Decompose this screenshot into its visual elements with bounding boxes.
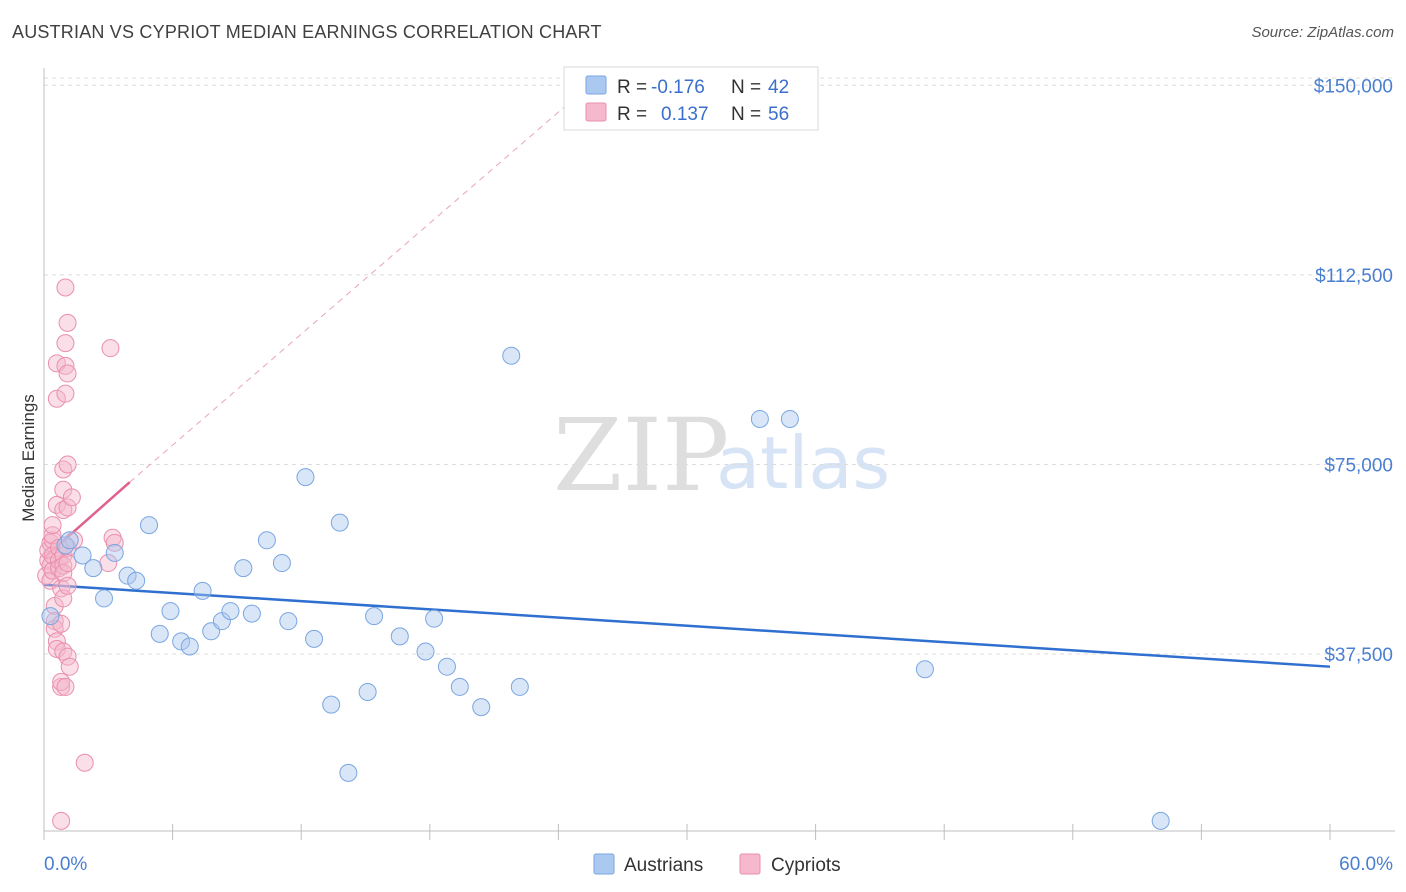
cypriots-point (58, 313, 77, 332)
austrians-point (127, 571, 146, 590)
austrians-point (272, 554, 291, 573)
austrians-point (242, 604, 261, 623)
austrians-point (780, 409, 799, 428)
austrians-point (221, 602, 240, 621)
trend-lines (43, 74, 1331, 668)
austrians-point (437, 657, 456, 676)
cypriots-point (56, 384, 75, 403)
austrians-point (365, 607, 384, 626)
austrians-point (41, 607, 60, 626)
bottom-legend-label-cypriots: Cypriots (771, 855, 841, 876)
austrians-point (257, 531, 276, 550)
legend-n-label-cypriots: N = (731, 104, 761, 125)
austrians-point (150, 624, 169, 643)
cypriots-point (58, 498, 77, 517)
austrians-point (358, 682, 377, 701)
cypriots-point (58, 364, 77, 383)
cypriots-point (56, 677, 75, 696)
legend-r-value-austrians: -0.176 (651, 77, 705, 98)
legend-r-value-cypriots: 0.137 (661, 104, 709, 125)
austrians-point (502, 346, 521, 365)
austrians-point (472, 698, 491, 717)
austrians-point (193, 581, 212, 600)
austrians-point (95, 589, 114, 608)
y-tick-label: $75,000 (1324, 455, 1393, 476)
legend-n-label-austrians: N = (731, 77, 761, 98)
austrians-point (73, 546, 92, 565)
austrians-point (322, 695, 341, 714)
austrians-point (279, 612, 298, 631)
austrians-point (330, 513, 349, 532)
data-points (37, 278, 1170, 830)
axes (43, 68, 1395, 840)
austrians-point (416, 642, 435, 661)
y-tick-label: $150,000 (1314, 76, 1393, 97)
bottom-legend-swatch-austrians (593, 853, 615, 875)
austrians-point (60, 531, 79, 550)
austrians-point (172, 632, 191, 651)
watermark-zip: ZIP (553, 397, 729, 514)
chart-source: Source: ZipAtlas.com (1251, 24, 1394, 41)
legend-r-label-austrians: R = (617, 77, 647, 98)
bottom-legend-swatch-cypriots (739, 853, 761, 875)
x-tick-label-max: 60.0% (1339, 854, 1393, 875)
austrians-point (390, 627, 409, 646)
austrians-point (84, 559, 103, 578)
austrians-point (510, 677, 529, 696)
cypriots-point (43, 516, 62, 535)
correlation-legend: R = -0.176 N = 42 R = 0.137 N = 56 (563, 66, 819, 131)
cypriots-point (52, 614, 71, 633)
cypriots-point (47, 389, 66, 408)
austrians-point (450, 677, 469, 696)
cypriots-point (62, 488, 81, 507)
y-tick-labels: $37,500 $75,000 $112,500 $150,000 (1314, 76, 1393, 666)
cypriots-point (58, 538, 77, 557)
chart-title: AUSTRIAN VS CYPRIOT MEDIAN EARNINGS CORR… (12, 22, 602, 42)
austrians-point (161, 602, 180, 621)
cypriots-point (56, 278, 75, 297)
cypriots-point (56, 356, 75, 375)
austrians-trend-line (43, 583, 1331, 668)
austrians-point (296, 468, 315, 487)
cypriots-point (58, 554, 77, 573)
y-axis-label: Median Earnings (19, 394, 38, 522)
austrians-point (915, 660, 934, 679)
austrians-point (140, 516, 159, 535)
austrians-point (105, 543, 124, 562)
legend-n-value-cypriots: 56 (768, 104, 789, 125)
cypriots-point (52, 811, 71, 830)
legend-n-value-austrians: 42 (768, 77, 789, 98)
legend-swatch-cypriots (585, 102, 607, 122)
watermark-atlas: atlas (716, 421, 890, 505)
legend-swatch-austrians (585, 75, 607, 95)
austrians-point (1151, 811, 1170, 830)
legend-r-label-cypriots: R = (617, 104, 647, 125)
x-tick-label-min: 0.0% (44, 854, 87, 875)
austrians-point (339, 763, 358, 782)
y-tick-label: $37,500 (1324, 645, 1393, 666)
cypriots-point (58, 576, 77, 595)
cypriots-point (105, 533, 124, 552)
bottom-legend-label-austrians: Austrians (624, 855, 703, 876)
cypriots-trend-extension (129, 74, 602, 483)
y-tick-label: $112,500 (1315, 266, 1393, 287)
austrians-point (180, 637, 199, 656)
austrians-point (305, 629, 324, 648)
austrians-point (118, 566, 137, 585)
cypriots-point (58, 455, 77, 474)
series-legend: Austrians Cypriots (593, 853, 841, 876)
austrians-point (234, 559, 253, 578)
cypriots-point (52, 677, 71, 696)
cypriots-point (75, 753, 94, 772)
cypriots-point (56, 334, 75, 353)
cypriots-point (47, 632, 66, 651)
austrians-point (425, 609, 444, 628)
cypriots-point (101, 339, 120, 358)
cypriots-point (60, 657, 79, 676)
cypriots-point (65, 531, 84, 550)
austrians-point (750, 409, 769, 428)
